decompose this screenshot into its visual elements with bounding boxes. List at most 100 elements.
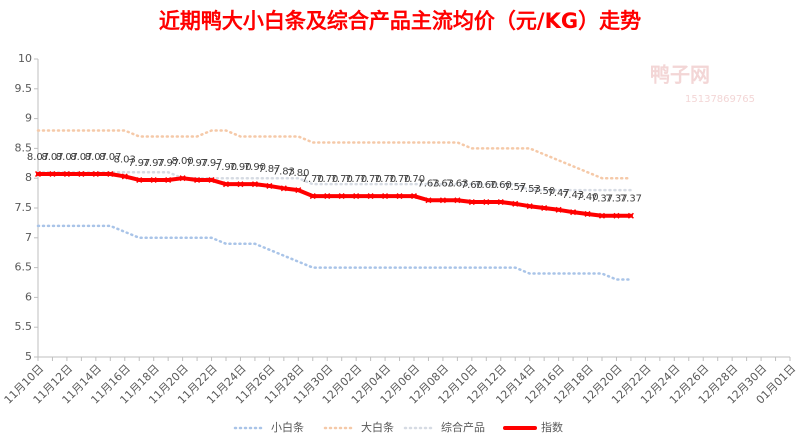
chart-title: 近期鸭大小白条及综合产品主流均价（元/KG）走势 [159,9,641,33]
series-line [36,170,633,192]
point-marker [208,176,215,184]
point-marker [598,212,606,219]
data-label: 7.47 [547,188,569,199]
point-marker [584,210,591,217]
data-label: 7.80 [287,168,309,179]
y-tick-label: 7 [25,231,32,244]
point-marker [570,209,577,216]
data-label: 7.87 [258,164,280,175]
y-tick-label: 5.5 [15,320,33,333]
point-marker [367,193,374,200]
point-marker [396,193,403,200]
data-label: 7.70 [388,174,410,185]
point-marker [309,193,316,200]
data-label: 8.07 [56,152,78,163]
point-marker [165,176,172,184]
data-label: 8.07 [27,152,49,163]
point-marker [49,170,56,178]
data-label: 7.50 [533,186,555,197]
point-marker [295,187,302,194]
point-marker [107,170,114,178]
point-marker [483,199,490,206]
point-marker [526,203,533,210]
point-marker [613,212,620,219]
data-label: 7.70 [403,174,425,185]
data-label: 7.97 [128,158,150,169]
legend-label: 指数 [541,420,563,434]
y-tick-label: 5 [25,350,32,363]
point-marker [237,181,244,188]
watermark: 鸭子网 [650,63,710,87]
data-label: 7.57 [504,182,526,193]
data-label: 8.07 [70,152,92,163]
y-tick-label: 9.5 [15,82,33,95]
point-marker [78,170,85,178]
data-label: 7.90 [229,162,251,173]
point-marker [454,197,461,204]
point-marker [179,175,186,182]
data-label: 7.70 [345,174,367,185]
point-marker [541,204,548,212]
data-label: 7.97 [186,158,208,169]
series-line [36,129,633,180]
data-label: 8.07 [99,152,121,163]
data-label: 7.97 [143,158,165,169]
data-label: 7.97 [157,158,179,169]
data-label: 7.43 [562,190,584,201]
legend-label: 小白条 [271,420,304,434]
point-marker [280,185,287,192]
point-marker [555,206,562,213]
data-label: 7.90 [215,162,237,173]
data-label: 7.63 [432,178,454,189]
point-marker [439,197,446,204]
data-label: 8.07 [85,152,107,163]
y-tick-label: 9 [25,112,32,125]
point-marker [63,170,70,178]
point-marker [34,170,42,178]
data-label: 7.70 [302,174,324,185]
point-marker [136,176,143,184]
series-line [36,224,633,281]
point-marker [497,199,504,206]
data-label: 7.60 [490,180,512,191]
y-tick-label: 6 [25,290,32,303]
data-label: 7.60 [475,180,497,191]
data-label: 7.70 [374,174,396,185]
data-label: 7.37 [605,194,627,205]
point-marker [382,193,389,200]
y-tick-label: 10 [18,52,32,65]
data-label: 7.70 [359,174,381,185]
point-marker [194,176,201,184]
data-label: 7.70 [331,174,353,185]
point-marker [338,193,345,200]
data-label: 7.83 [273,166,295,177]
point-marker [266,182,273,189]
y-tick-label: 8.5 [15,141,33,154]
point-marker [121,173,128,180]
point-marker [512,200,519,207]
data-label: 7.37 [620,194,642,205]
data-label: 7.97 [200,158,222,169]
data-label: 7.60 [461,180,483,191]
data-label: 8.00 [171,156,193,167]
data-label: 7.90 [244,162,266,173]
legend-label: 大白条 [361,420,394,434]
point-marker [150,176,157,184]
point-marker [353,193,360,200]
point-marker [92,170,99,178]
legend-label: 综合产品 [441,420,485,434]
point-marker [251,181,258,188]
point-marker [324,193,331,200]
data-label: 8.07 [41,152,63,163]
y-tick-label: 7.5 [15,201,33,214]
data-label: 7.70 [316,174,338,185]
data-label: 7.63 [417,178,439,189]
data-label: 7.40 [576,192,598,203]
series-line [36,172,633,218]
point-marker [627,212,634,219]
data-label: 7.53 [519,184,541,195]
point-marker [468,199,475,206]
point-marker [410,193,418,200]
